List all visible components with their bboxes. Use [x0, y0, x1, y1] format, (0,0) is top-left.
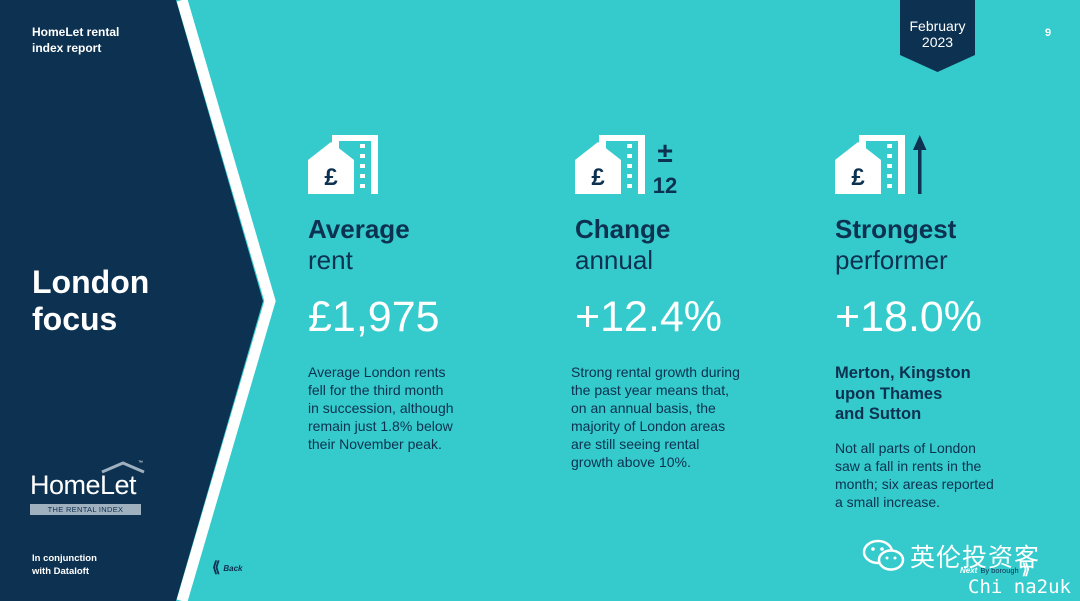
description-line: remain just 1.8% below — [308, 418, 453, 434]
partner-line-2: with Dataloft — [32, 566, 89, 577]
watermark: 英伦投资客 Chi na2uk — [860, 536, 1071, 598]
stat-heading: Change — [575, 214, 671, 244]
months-number: 12 — [653, 173, 677, 198]
description-line: majority of London areas — [571, 418, 726, 434]
description-line: Not all parts of London — [835, 440, 976, 456]
pound-house-up-arrow-icon: £ — [835, 135, 927, 194]
pound-house-icon: £ — [308, 135, 378, 194]
homelet-logo: ™ HomeLet THE RENTAL INDEX — [28, 460, 146, 518]
description-line: the past year means that, — [571, 382, 729, 398]
brand-line-2: index report — [32, 41, 102, 55]
watermark-chinese: 英伦投资客 — [910, 544, 1041, 572]
logo-subtitle: THE RENTAL INDEX — [30, 504, 141, 515]
badge-date: February 2023 — [900, 18, 975, 50]
logo-wordmark: HomeLet — [30, 470, 137, 500]
next-link[interactable]: Next By borough ⟫ — [960, 561, 1031, 578]
description-line: Strong rental growth during — [571, 364, 740, 380]
borough-line: upon Thames — [835, 384, 943, 403]
top-boroughs: Merton, Kingston upon Thames and Sutton — [835, 363, 971, 425]
stat-heading: Strongest — [835, 214, 957, 244]
description-line: on an annual basis, the — [571, 400, 716, 416]
stat-description: Strong rental growth during the past yea… — [571, 363, 740, 471]
borough-line: Merton, Kingston — [835, 364, 971, 382]
watermark-latin: Chi na2uk — [968, 576, 1071, 598]
description-line: month; six areas reported — [835, 476, 994, 492]
stat-subheading: annual — [575, 245, 654, 275]
description-line: growth above 10%. — [571, 454, 691, 470]
date-badge: February 2023 — [900, 0, 975, 72]
description-line: fell for the third month — [308, 382, 444, 398]
badge-shape — [900, 0, 975, 72]
stat-subheading: rent — [308, 245, 353, 275]
roof-icon — [101, 461, 145, 474]
section-title-line-2: focus — [32, 301, 118, 337]
brand-line-1: HomeLet rental — [32, 25, 120, 39]
stat-description: Average London rents fell for the third … — [308, 363, 454, 453]
badge-month: February — [909, 18, 966, 34]
description-line: Average London rents — [308, 364, 446, 380]
partner-note: In conjunction with Dataloft — [32, 552, 97, 578]
svg-text:£: £ — [851, 164, 865, 191]
stat-average-rent: £ Average rent £1,975 Average London ren… — [308, 130, 454, 452]
stat-value: +18.0% — [835, 293, 983, 341]
report-brand: HomeLet rental index report — [32, 24, 152, 56]
double-chevron-right-icon: ⟫ — [1021, 561, 1031, 578]
badge-year: 2023 — [921, 34, 954, 50]
wechat-icon — [862, 539, 905, 571]
description-line: in succession, although — [308, 400, 454, 416]
next-label: Next — [960, 565, 978, 575]
back-link[interactable]: ⟪ Back — [212, 559, 243, 576]
stat-description: Not all parts of London saw a fall in re… — [835, 439, 994, 511]
stat-heading: Average — [308, 214, 410, 244]
section-title: London focus — [32, 264, 149, 338]
pound-house-plus-minus-12-icon: £ ± 12 — [575, 135, 677, 198]
plus-minus-symbol: ± — [657, 137, 672, 168]
stat-strongest-performer: £ Strongest performer +18.0% Merton, Kin… — [835, 130, 994, 510]
svg-text:£: £ — [591, 164, 605, 191]
stat-value: +12.4% — [575, 293, 723, 341]
section-title-line-1: London — [32, 264, 150, 300]
stat-value: £1,975 — [308, 293, 440, 341]
page-number: 9 — [1044, 27, 1052, 39]
double-chevron-left-icon: ⟪ — [212, 559, 221, 576]
stat-subheading: performer — [835, 245, 948, 275]
description-line: a small increase. — [835, 494, 941, 510]
partner-line-1: In conjunction — [32, 553, 97, 564]
logo-trademark: ™ — [138, 460, 143, 466]
description-line: their November peak. — [308, 436, 442, 452]
back-label: Back — [223, 563, 243, 573]
stat-annual-change: £ ± 12 Change annual +12.4% Strong renta… — [571, 130, 740, 470]
description-line: are still seeing rental — [571, 436, 700, 452]
borough-line: and Sutton — [835, 405, 922, 423]
next-sublabel: By borough — [980, 565, 1019, 575]
description-line: saw a fall in rents in the — [835, 458, 982, 474]
svg-text:£: £ — [324, 164, 338, 191]
